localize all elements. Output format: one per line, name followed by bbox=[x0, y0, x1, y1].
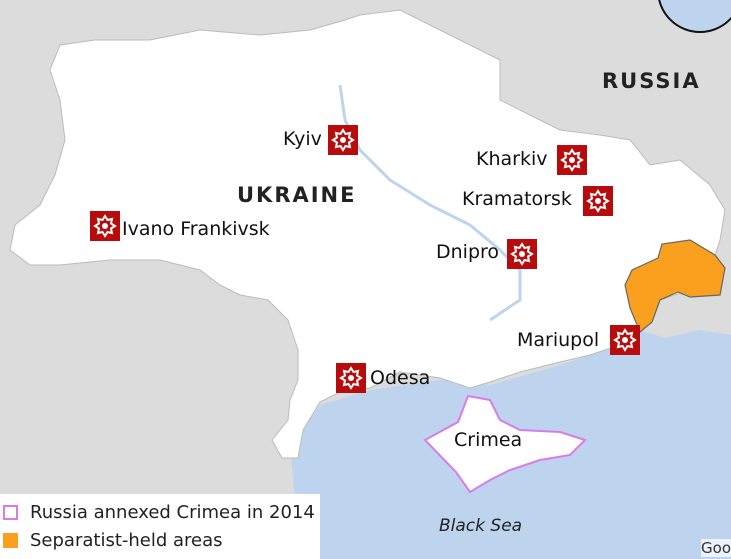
crimea-region bbox=[423, 394, 587, 494]
legend-label: Russia annexed Crimea in 2014 bbox=[30, 501, 315, 523]
explosion-icon[interactable] bbox=[583, 186, 613, 216]
black-sea-label: Black Sea bbox=[439, 516, 523, 536]
legend-swatch-crimea bbox=[3, 504, 18, 520]
explosion-icon[interactable] bbox=[610, 325, 640, 355]
explosion-icon[interactable] bbox=[557, 145, 587, 175]
explosion-icon[interactable] bbox=[336, 363, 366, 393]
city-label-mariupol: Mariupol bbox=[517, 329, 600, 351]
explosion-icon[interactable] bbox=[90, 211, 120, 241]
city-label-kharkiv: Kharkiv bbox=[476, 148, 548, 170]
city-label-kramatorsk: Kramatorsk bbox=[462, 188, 572, 210]
city-label-kyiv: Kyiv bbox=[283, 128, 322, 150]
city-label-ivano-frankivsk: Ivano Frankivsk bbox=[122, 218, 270, 240]
legend-swatch-separatist bbox=[3, 532, 18, 548]
ukraine-label: UKRAINE bbox=[237, 183, 357, 207]
map-legend: Russia annexed Crimea in 2014 Separatist… bbox=[0, 494, 320, 559]
city-label-dnipro: Dnipro bbox=[436, 241, 500, 263]
map-attribution: Goo bbox=[701, 539, 731, 557]
ukraine-territory bbox=[9, 9, 726, 459]
legend-label: Separatist-held areas bbox=[30, 529, 223, 551]
explosion-icon[interactable] bbox=[328, 125, 358, 155]
city-label-odesa: Odesa bbox=[370, 367, 431, 389]
locator-globe bbox=[658, 0, 731, 33]
explosion-icon[interactable] bbox=[507, 239, 537, 269]
crimea-label: Crimea bbox=[454, 429, 523, 451]
separatist-held-areas bbox=[624, 239, 726, 333]
legend-item-crimea: Russia annexed Crimea in 2014 bbox=[0, 498, 320, 526]
russia-label: RUSSIA bbox=[602, 69, 701, 93]
legend-item-separatist: Separatist-held areas bbox=[0, 526, 320, 554]
